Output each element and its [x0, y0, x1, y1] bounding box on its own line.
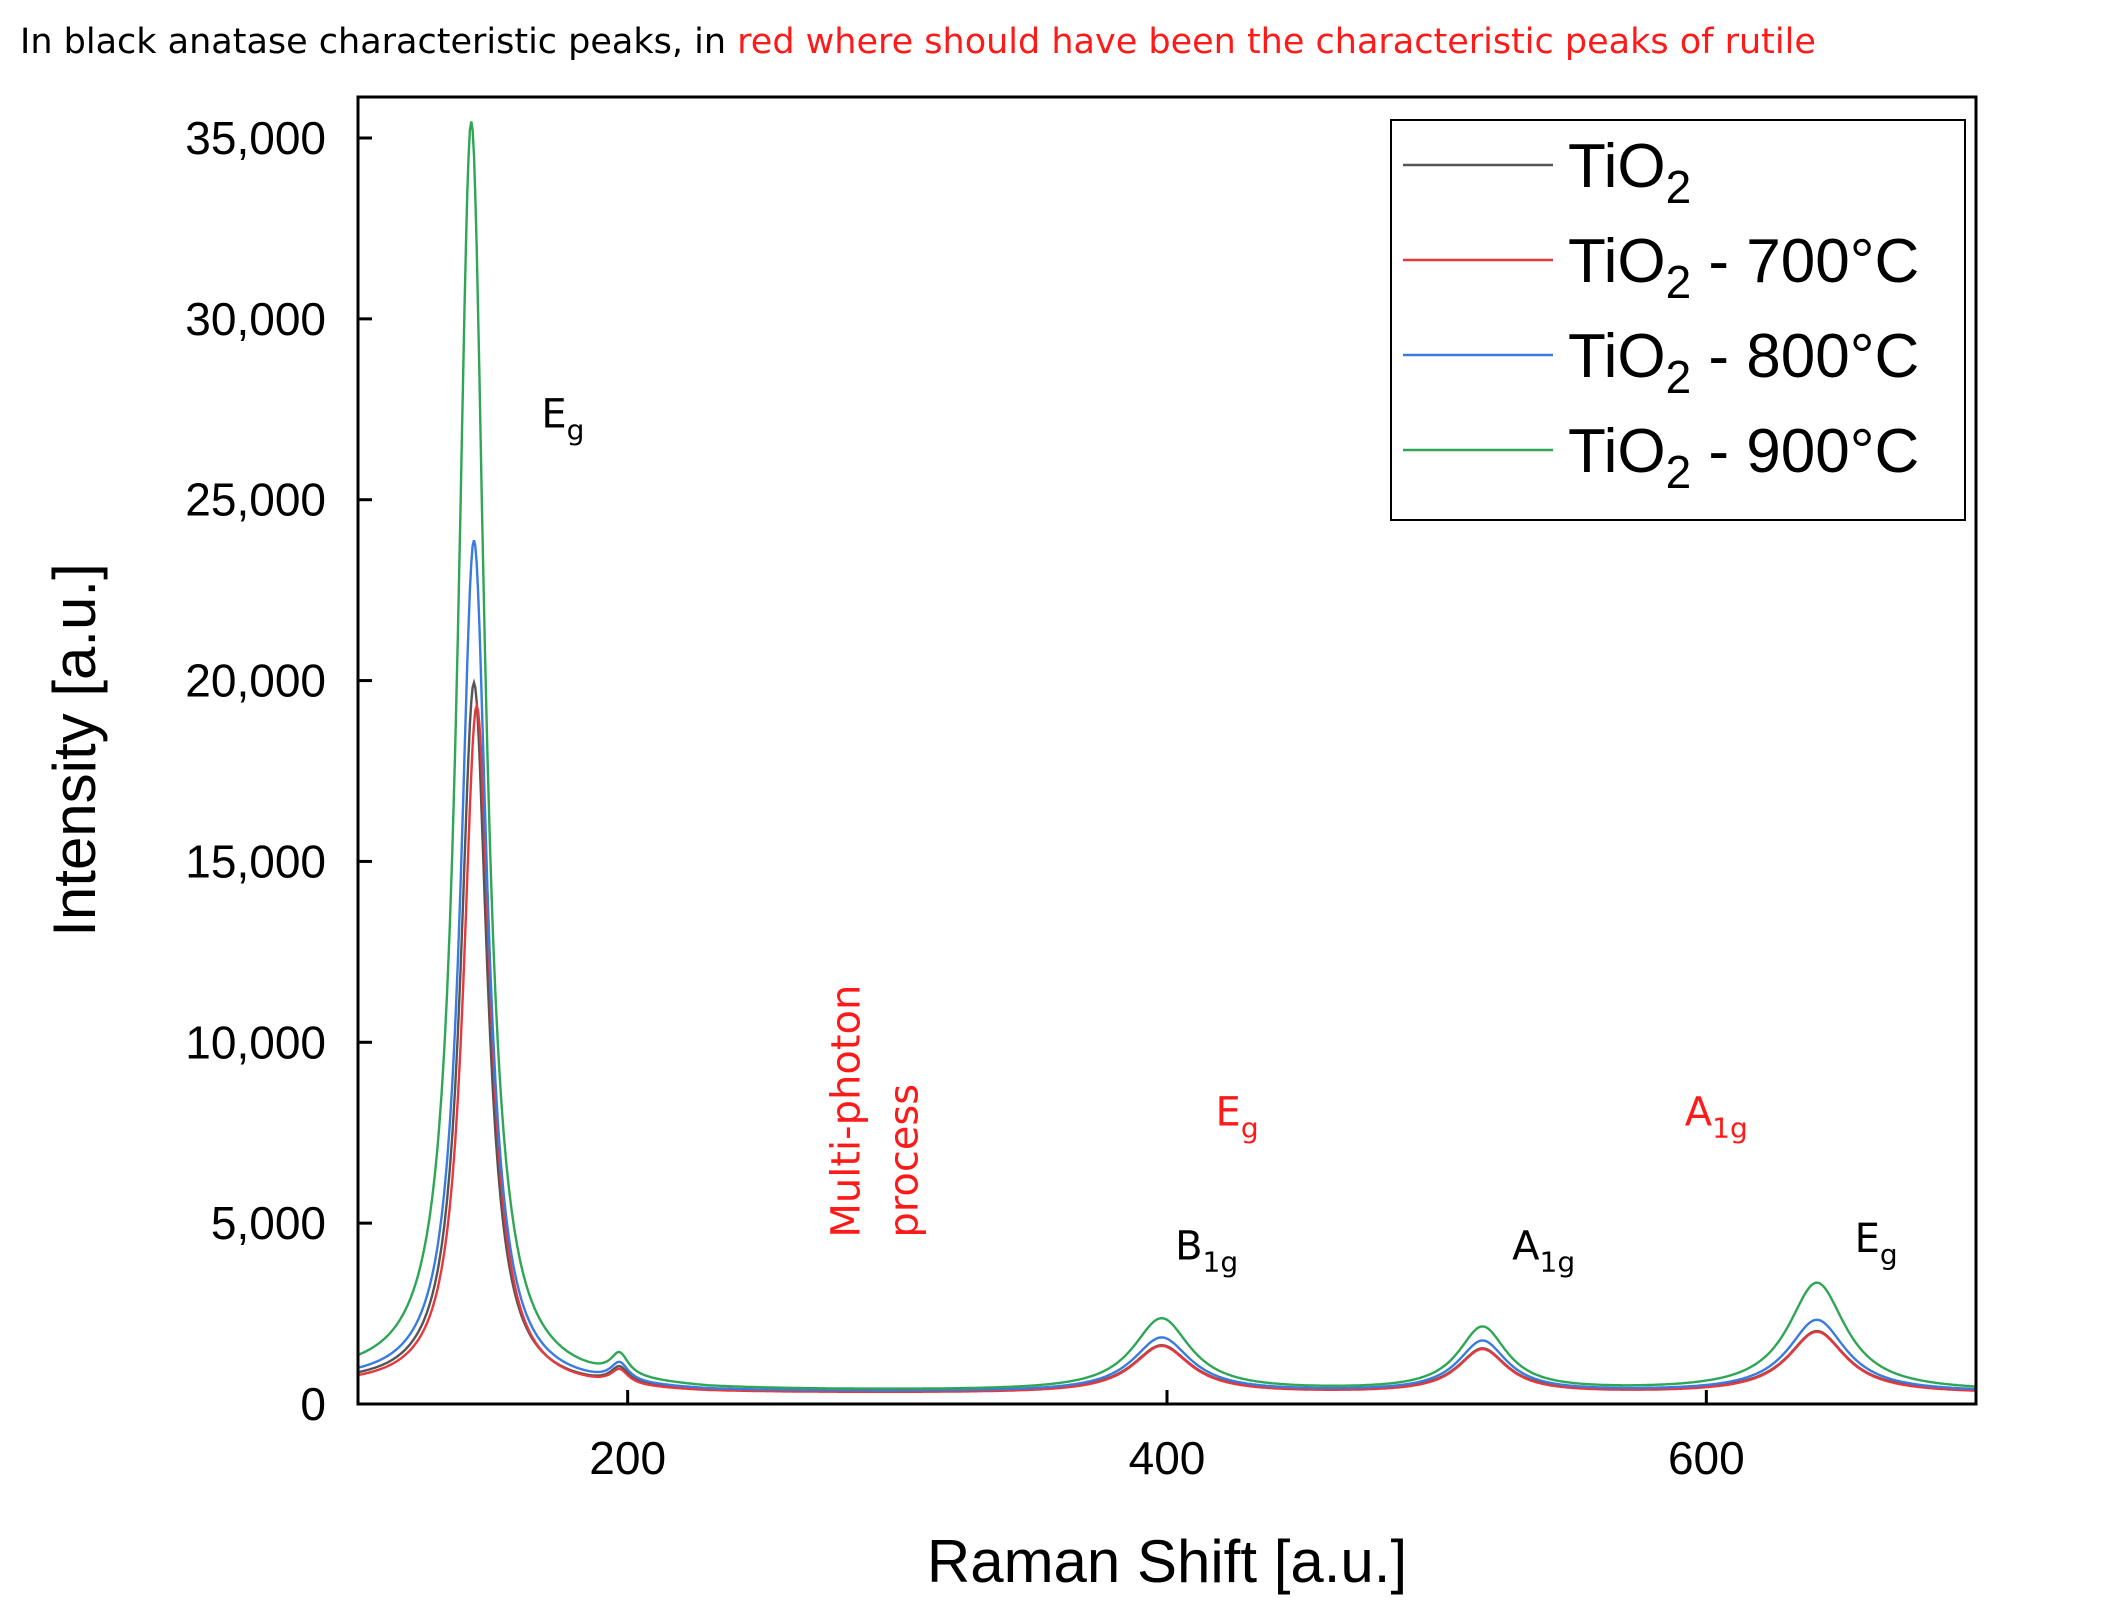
- y-tick-label: 30,000: [185, 293, 326, 345]
- multiphoton-annotation: Multi-photon process: [824, 985, 928, 1238]
- y-tick-label: 10,000: [185, 1016, 326, 1068]
- series-layer: [357, 121, 1977, 1394]
- x-tick-label: 400: [1129, 1432, 1206, 1484]
- y-tick-label: 15,000: [185, 835, 326, 887]
- x-tick-label: 600: [1668, 1432, 1745, 1484]
- peak-label-base: B: [1175, 1223, 1202, 1269]
- x-tick-label: 200: [589, 1432, 666, 1484]
- caption-black-text: In black anatase characteristic peaks, i…: [20, 22, 738, 62]
- peak-label-base: A: [1512, 1223, 1540, 1269]
- peak-label: Eg: [541, 391, 584, 446]
- x-axis-title: Raman Shift [a.u.]: [927, 1528, 1407, 1595]
- legend: TiO2 TiO2 - 700°C TiO2 - 800°C TiO2 - 900°C: [1390, 119, 1966, 521]
- peak-label: Eg: [1855, 1216, 1898, 1271]
- legend-label: TiO2 - 700°C: [1568, 227, 1919, 308]
- peak-label-sub: g: [1241, 1111, 1259, 1144]
- peak-label-base: A: [1685, 1089, 1713, 1135]
- peak-label-sub: g: [567, 413, 585, 446]
- figure-caption: In black anatase characteristic peaks, i…: [20, 22, 1816, 62]
- y-tick-label: 0: [300, 1378, 326, 1430]
- legend-box: [1390, 119, 1966, 521]
- labels-layer: 200 400 600 0 5,000 10,000 15,000 20,000 25,000 3…: [185, 112, 1744, 1484]
- peak-label-sub: 1g: [1540, 1245, 1576, 1278]
- peak-label: A1g: [1685, 1089, 1748, 1144]
- series-line-1: [357, 701, 1976, 1394]
- ticks-layer: [358, 136, 1708, 1406]
- multiphoton-line2: process: [882, 1084, 928, 1238]
- legend-label: TiO2: [1568, 132, 1691, 213]
- peak-label: Eg: [1216, 1089, 1259, 1144]
- legend-label: TiO2 - 800°C: [1568, 322, 1919, 403]
- series-line-0: [357, 678, 1977, 1393]
- series-line-2: [357, 539, 1977, 1392]
- peak-label-base: E: [541, 391, 566, 437]
- peak-label-sub: 1g: [1712, 1111, 1748, 1144]
- peak-label-sub: g: [1880, 1238, 1898, 1271]
- y-tick-label: 5,000: [211, 1197, 326, 1249]
- y-axis-title: Intensity [a.u.]: [41, 563, 108, 937]
- peak-label-sub: 1g: [1203, 1245, 1239, 1278]
- y-tick-label: 35,000: [185, 112, 326, 164]
- caption-red-text: red where should have been the character…: [737, 22, 1816, 62]
- legend-label: TiO2 - 900°C: [1568, 417, 1919, 498]
- y-tick-label: 25,000: [185, 474, 326, 526]
- peak-label: B1g: [1175, 1223, 1238, 1278]
- legend-items: TiO2 TiO2 - 700°C TiO2 - 800°C TiO2 - 900°C: [1403, 132, 1919, 498]
- peak-label: A1g: [1512, 1223, 1575, 1278]
- series-line-3: [357, 121, 1977, 1390]
- peak-label-base: E: [1855, 1216, 1880, 1262]
- y-tick-label: 20,000: [185, 655, 326, 707]
- peak-label-base: E: [1216, 1089, 1241, 1135]
- multiphoton-line1: Multi-photon: [824, 985, 870, 1238]
